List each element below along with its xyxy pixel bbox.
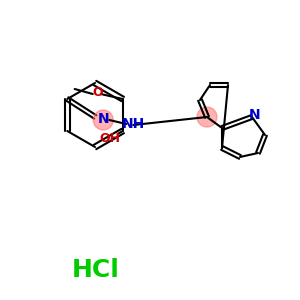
Circle shape bbox=[93, 110, 113, 130]
Text: NH: NH bbox=[122, 117, 145, 131]
Text: HCl: HCl bbox=[72, 258, 120, 282]
Text: O: O bbox=[92, 86, 103, 100]
Text: N: N bbox=[249, 108, 261, 122]
Text: N: N bbox=[98, 112, 109, 126]
Circle shape bbox=[197, 107, 217, 127]
Text: OH: OH bbox=[99, 131, 120, 145]
